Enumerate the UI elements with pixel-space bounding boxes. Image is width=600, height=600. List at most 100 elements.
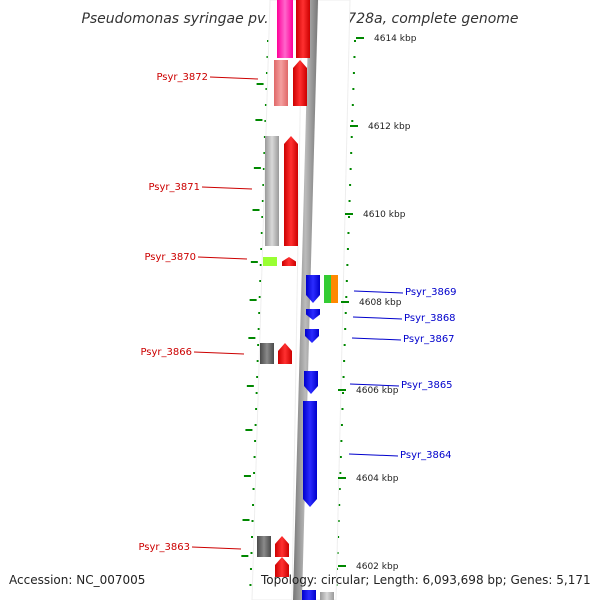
kbp-label: 4604 kbp <box>356 474 399 484</box>
category-bar <box>263 257 277 266</box>
outer-dot <box>262 168 265 170</box>
gene-arrow <box>282 257 296 266</box>
category-bar <box>265 136 279 246</box>
gene-label: Psyr_3867 <box>403 334 455 345</box>
outer-dot <box>256 376 259 378</box>
minor-tick <box>250 261 258 263</box>
outer-dot <box>261 200 264 202</box>
gene-label: Psyr_3871 <box>148 182 200 193</box>
inner-dot <box>348 216 351 218</box>
inner-dot <box>337 520 340 522</box>
backbone-line <box>293 0 318 600</box>
minor-tick <box>241 555 249 557</box>
kbp-tick <box>338 389 346 391</box>
label-leader <box>201 186 253 190</box>
inner-dot <box>337 536 340 538</box>
inner-dot <box>339 472 342 474</box>
kbp-label: 4606 kbp <box>356 386 399 396</box>
outer-dot <box>250 552 253 554</box>
gene-label: Psyr_3864 <box>400 450 452 461</box>
inner-dot <box>338 504 341 506</box>
inner-dot <box>344 312 347 314</box>
accession-text: Accession: NC_007005 <box>9 573 146 587</box>
gene-arrow <box>275 557 289 577</box>
genome-summary-text: Topology: circular; Length: 6,093,698 bp… <box>261 573 591 587</box>
inner-dot <box>349 168 352 170</box>
category-bar <box>277 0 293 58</box>
kbp-label: 4610 kbp <box>363 210 406 220</box>
kbp-tick <box>350 125 358 127</box>
outer-dot <box>257 344 260 346</box>
outer-dot <box>252 504 255 506</box>
gene-arrow <box>278 343 292 364</box>
label-leader <box>209 76 259 80</box>
label-leader <box>191 546 242 550</box>
inner-dot <box>340 424 343 426</box>
inner-dot <box>347 232 350 234</box>
kbp-tick <box>356 37 364 39</box>
gene-arrow <box>275 536 289 557</box>
outer-dot <box>254 424 257 426</box>
inner-dot <box>352 88 355 90</box>
outer-dot <box>253 472 256 474</box>
gene-arrow <box>305 329 319 343</box>
outer-dot <box>249 568 252 570</box>
outer-dot <box>257 328 260 330</box>
inner-dot <box>349 184 352 186</box>
outer-dot <box>267 40 269 42</box>
gene-arrow <box>284 136 298 246</box>
outer-dot <box>259 280 262 282</box>
category-bar <box>320 592 334 600</box>
gene-label: Psyr_3866 <box>140 347 192 358</box>
minor-tick <box>243 475 251 477</box>
label-leader <box>348 453 399 457</box>
inner-dot <box>343 360 346 362</box>
inner-dot <box>351 104 354 106</box>
inner-dot <box>351 120 354 122</box>
inner-dot <box>354 40 356 42</box>
gene-arrow <box>306 275 320 303</box>
inner-dot <box>352 72 355 74</box>
inner-dot <box>343 344 346 346</box>
inner-dot <box>345 280 348 282</box>
outer-dot <box>263 152 266 154</box>
outer-dot <box>266 56 269 58</box>
minor-tick <box>245 429 253 431</box>
label-leader <box>197 256 248 260</box>
label-leader <box>349 383 400 387</box>
inner-dot <box>342 392 345 394</box>
minor-tick <box>249 299 257 301</box>
inner-dot <box>346 248 349 250</box>
gene-arrow <box>293 60 307 106</box>
label-leader <box>193 351 245 355</box>
kbp-tick <box>341 301 349 303</box>
outer-dot <box>265 88 268 90</box>
category-bar <box>260 343 274 364</box>
outer-dot <box>256 360 259 362</box>
inner-dot <box>339 456 342 458</box>
outer-dot <box>251 520 254 522</box>
outer-dot <box>255 392 258 394</box>
outer-dot <box>254 440 257 442</box>
gene-label: Psyr_3865 <box>401 380 453 391</box>
outer-dot <box>249 584 252 586</box>
inner-dot <box>340 440 343 442</box>
outer-dot <box>259 264 262 266</box>
label-leader <box>353 290 404 294</box>
gene-arrow <box>304 371 318 394</box>
kbp-label: 4602 kbp <box>356 562 399 572</box>
outer-dot <box>261 216 264 218</box>
gene-arrow <box>296 0 310 58</box>
gene-arrow <box>302 590 316 600</box>
inner-dot <box>353 56 356 58</box>
gene-label: Psyr_3869 <box>405 287 457 298</box>
outer-dot <box>251 536 253 538</box>
outer-dot <box>252 488 255 490</box>
inner-dot <box>345 296 348 298</box>
gene-arrow <box>303 401 317 507</box>
kbp-label: 4608 kbp <box>359 298 402 308</box>
gene-layer: Psyr_3872 Psyr_3871 Psyr_3870 Psyr_3866 Psyr… <box>138 60 457 600</box>
inner-dot <box>348 200 351 202</box>
outer-dot <box>260 232 263 234</box>
outer-dot <box>258 296 261 298</box>
